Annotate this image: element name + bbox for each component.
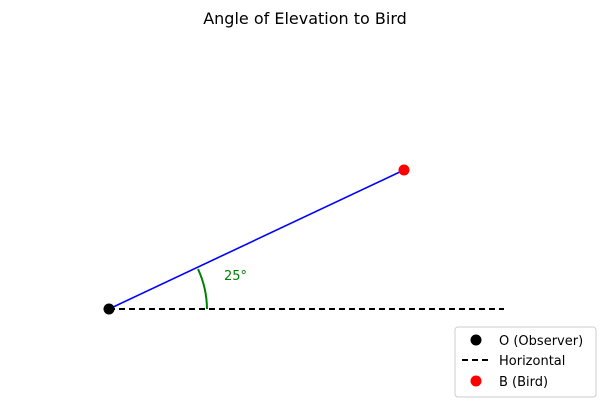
legend-bird-label: B (Bird) bbox=[499, 375, 548, 390]
legend-observer-label: O (Observer) bbox=[499, 334, 583, 349]
legend-box bbox=[454, 326, 597, 398]
legend-observer-marker bbox=[470, 334, 482, 346]
bird-point bbox=[398, 164, 410, 176]
observer-point bbox=[103, 303, 115, 315]
diagram-title: Angle of Elevation to Bird bbox=[203, 9, 407, 28]
angle-label: 25° bbox=[224, 269, 247, 284]
legend-horizontal-label: Horizontal bbox=[499, 354, 565, 369]
angle-arc bbox=[197, 268, 208, 310]
legend: O (Observer) Horizontal B (Bird) bbox=[454, 326, 597, 398]
line-of-sight bbox=[108, 169, 405, 310]
legend-bird-marker bbox=[470, 375, 482, 387]
